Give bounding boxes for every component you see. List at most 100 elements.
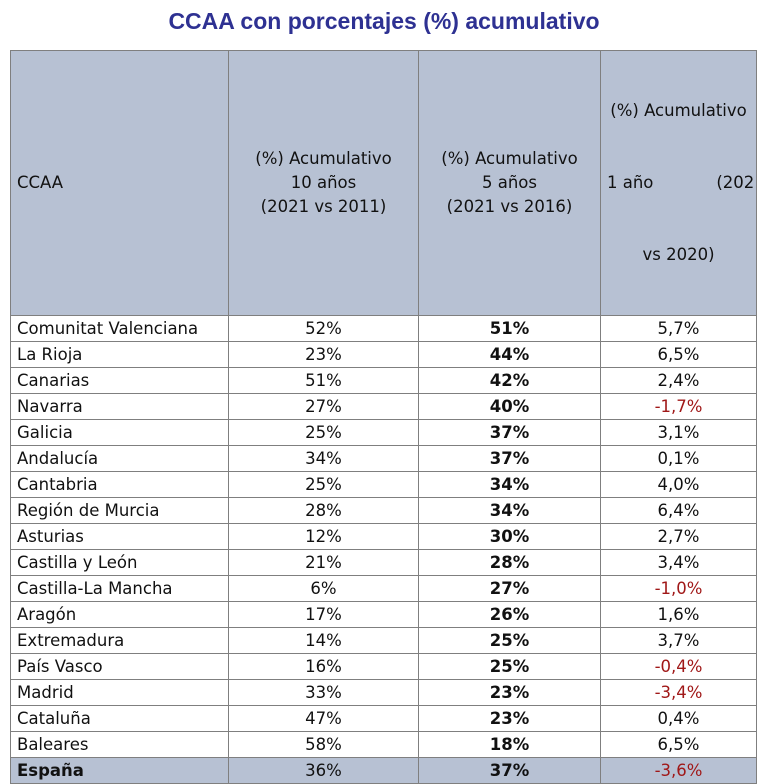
header-row: CCAA (%) Acumulativo 10 años (2021 vs 20… <box>10 50 757 316</box>
header-10-years-line: (%) Acumulativo <box>255 149 392 168</box>
region-name-cell: Comunitat Valenciana <box>10 315 229 342</box>
ten-year-cell: 52% <box>228 315 419 342</box>
ten-year-cell: 23% <box>228 341 419 368</box>
table-row: Región de Murcia 28% 34% 6,4% <box>10 497 757 524</box>
five-year-cell: 23% <box>418 679 601 706</box>
region-name-cell: Castilla-La Mancha <box>10 575 229 602</box>
five-year-cell: 37% <box>418 419 601 446</box>
five-year-cell: 37% <box>418 445 601 472</box>
ten-year-cell: 33% <box>228 679 419 706</box>
region-name-cell: Madrid <box>10 679 229 706</box>
ten-year-cell: 6% <box>228 575 419 602</box>
one-year-cell: 3,1% <box>600 419 757 446</box>
table-row: Canarias 51% 42% 2,4% <box>10 367 757 394</box>
region-name-cell: Asturias <box>10 523 229 550</box>
one-year-cell: 4,0% <box>600 471 757 498</box>
header-ccaa: CCAA <box>10 50 229 316</box>
header-1-year-line: 1 año (2021 <box>607 173 757 192</box>
region-name-cell: Canarias <box>10 367 229 394</box>
table-row: Andalucía 34% 37% 0,1% <box>10 445 757 472</box>
one-year-cell: 3,7% <box>600 627 757 654</box>
one-year-cell: 2,4% <box>600 367 757 394</box>
one-year-cell: 5,7% <box>600 315 757 342</box>
five-year-cell: 23% <box>418 705 601 732</box>
table-row: Castilla-La Mancha 6% 27% -1,0% <box>10 575 757 602</box>
region-name-cell: Región de Murcia <box>10 497 229 524</box>
region-name-cell: Navarra <box>10 393 229 420</box>
five-year-cell: 18% <box>418 731 601 758</box>
region-name-cell: Extremadura <box>10 627 229 654</box>
table-row: Comunitat Valenciana 52% 51% 5,7% <box>10 315 757 342</box>
ten-year-cell: 21% <box>228 549 419 576</box>
region-name-cell: Galicia <box>10 419 229 446</box>
ccaa-table: CCAA (%) Acumulativo 10 años (2021 vs 20… <box>10 50 757 784</box>
ten-year-cell: 51% <box>228 367 419 394</box>
five-year-cell: 42% <box>418 367 601 394</box>
ten-year-cell: 25% <box>228 471 419 498</box>
one-year-cell: -1,7% <box>600 393 757 420</box>
ten-year-cell: 14% <box>228 627 419 654</box>
five-year-cell: 34% <box>418 497 601 524</box>
header-1-year: (%) Acumulativo 1 año (2021 vs 2020) <box>600 50 757 316</box>
region-name-cell: La Rioja <box>10 341 229 368</box>
five-year-cell: 44% <box>418 341 601 368</box>
ten-year-cell: 27% <box>228 393 419 420</box>
header-5-years-line: (2021 vs 2016) <box>446 197 573 216</box>
one-year-cell: 0,1% <box>600 445 757 472</box>
table-row: Navarra 27% 40% -1,7% <box>10 393 757 420</box>
five-year-cell: 34% <box>418 471 601 498</box>
ten-year-cell: 36% <box>228 757 419 784</box>
table-row: Galicia 25% 37% 3,1% <box>10 419 757 446</box>
five-year-cell: 27% <box>418 575 601 602</box>
one-year-cell: 2,7% <box>600 523 757 550</box>
region-name-cell: Andalucía <box>10 445 229 472</box>
five-year-cell: 30% <box>418 523 601 550</box>
table-row: País Vasco 16% 25% -0,4% <box>10 653 757 680</box>
table-row: Cantabria 25% 34% 4,0% <box>10 471 757 498</box>
ten-year-cell: 34% <box>228 445 419 472</box>
header-1-year-line: vs 2020) <box>642 245 715 264</box>
header-5-years-line: (%) Acumulativo <box>441 149 578 168</box>
one-year-cell: 6,5% <box>600 341 757 368</box>
one-year-cell: -0,4% <box>600 653 757 680</box>
table-row: Castilla y León 21% 28% 3,4% <box>10 549 757 576</box>
header-10-years: (%) Acumulativo 10 años (2021 vs 2011) <box>228 50 419 316</box>
ten-year-cell: 25% <box>228 419 419 446</box>
header-5-years-line: 5 años <box>481 173 537 192</box>
five-year-cell: 51% <box>418 315 601 342</box>
table-row: Aragón 17% 26% 1,6% <box>10 601 757 628</box>
one-year-cell: 0,4% <box>600 705 757 732</box>
table-body: Comunitat Valenciana 52% 51% 5,7% La Rioja 23… <box>10 315 757 784</box>
ten-year-cell: 28% <box>228 497 419 524</box>
region-name-cell: País Vasco <box>10 653 229 680</box>
header-5-years: (%) Acumulativo 5 años (2021 vs 2016) <box>418 50 601 316</box>
five-year-cell: 25% <box>418 653 601 680</box>
region-name-cell: España <box>10 757 229 784</box>
header-1-year-line: (%) Acumulativo <box>610 101 747 120</box>
five-year-cell: 25% <box>418 627 601 654</box>
table-row: Madrid 33% 23% -3,4% <box>10 679 757 706</box>
region-name-cell: Aragón <box>10 601 229 628</box>
page-title: CCAA con porcentajes (%) acumulativo <box>168 8 600 34</box>
table-row: Extremadura 14% 25% 3,7% <box>10 627 757 654</box>
one-year-cell: 1,6% <box>600 601 757 628</box>
ten-year-cell: 17% <box>228 601 419 628</box>
table-row: Asturias 12% 30% 2,7% <box>10 523 757 550</box>
five-year-cell: 40% <box>418 393 601 420</box>
total-row: España 36% 37% -3,6% <box>10 757 757 784</box>
ten-year-cell: 12% <box>228 523 419 550</box>
region-name-cell: Castilla y León <box>10 549 229 576</box>
one-year-cell: -3,4% <box>600 679 757 706</box>
region-name-cell: Baleares <box>10 731 229 758</box>
one-year-cell: -3,6% <box>600 757 757 784</box>
one-year-cell: 3,4% <box>600 549 757 576</box>
header-10-years-line: (2021 vs 2011) <box>260 197 387 216</box>
region-name-cell: Cantabria <box>10 471 229 498</box>
ten-year-cell: 58% <box>228 731 419 758</box>
table-row: Cataluña 47% 23% 0,4% <box>10 705 757 732</box>
table-row: La Rioja 23% 44% 6,5% <box>10 341 757 368</box>
five-year-cell: 28% <box>418 549 601 576</box>
five-year-cell: 26% <box>418 601 601 628</box>
table-row: Baleares 58% 18% 6,5% <box>10 731 757 758</box>
region-name-cell: Cataluña <box>10 705 229 732</box>
